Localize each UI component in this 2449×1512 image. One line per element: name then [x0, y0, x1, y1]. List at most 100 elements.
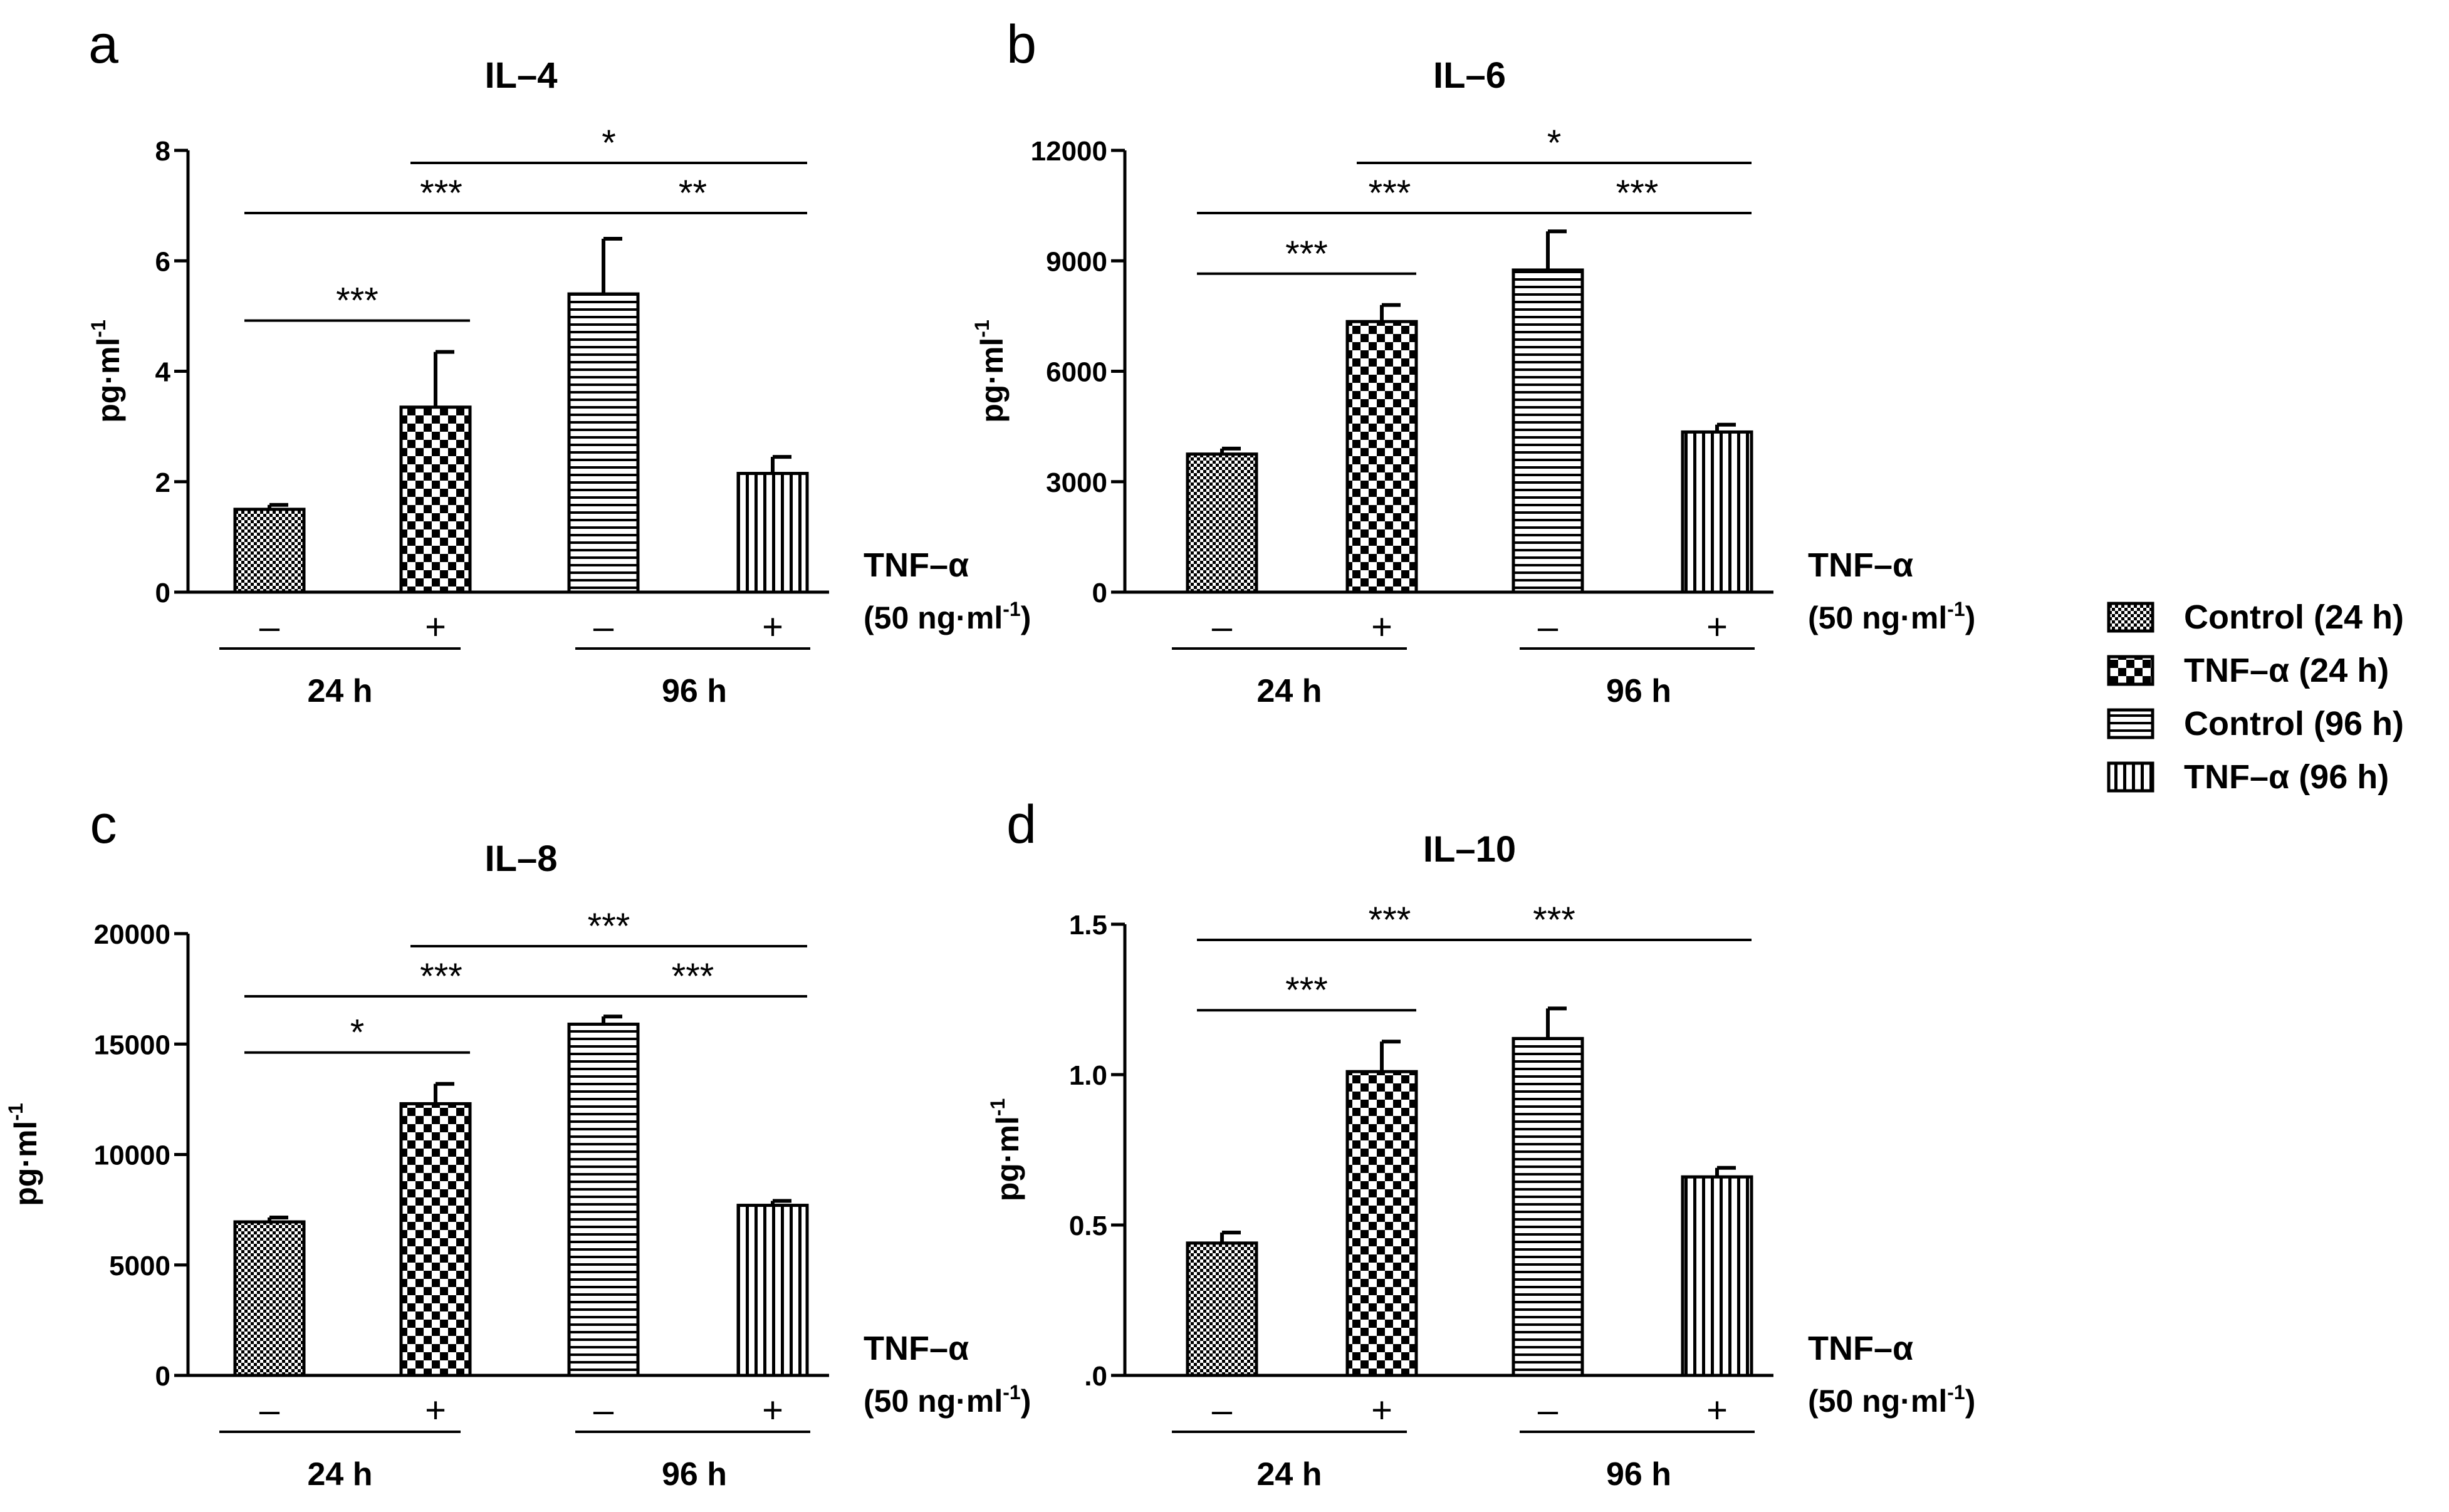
bar-4	[1681, 430, 1753, 594]
minus-sign: –	[1212, 607, 1233, 647]
bar-2	[399, 1102, 472, 1377]
y-tick-label: 12000	[1031, 136, 1107, 167]
legend-swatch-4	[2107, 761, 2154, 793]
bar-2	[1345, 320, 1418, 594]
significance-label: ***	[1285, 970, 1328, 1011]
bar-3	[1512, 268, 1584, 594]
legend-entry-1: Control (24 h)	[2184, 598, 2404, 636]
plus-sign: +	[425, 607, 446, 647]
legend-entry-3: Control (96 h)	[2184, 705, 2404, 743]
plus-sign: +	[1371, 1390, 1392, 1431]
significance-label: *	[350, 1013, 365, 1053]
y-axis-label: pg·ml-1	[87, 320, 126, 423]
chart-title: IL–8	[484, 838, 557, 879]
minus-sign: –	[1538, 607, 1559, 647]
y-tick-label: .0	[1084, 1361, 1107, 1392]
y-tick-label: 5000	[109, 1251, 170, 1281]
treatment-dose: (50 ng·ml-1)	[1808, 1381, 1975, 1419]
minus-sign: –	[259, 1390, 280, 1431]
y-tick-label: 1.5	[1069, 910, 1107, 941]
y-tick-label: 6000	[1046, 357, 1107, 388]
group-label-24h: 24 h	[1256, 673, 1322, 709]
significance-label: **	[679, 173, 707, 214]
panel-letter: a	[88, 14, 118, 75]
group-label-24h: 24 h	[307, 1456, 372, 1493]
bar-4	[736, 1204, 809, 1377]
y-tick-label: 3000	[1046, 467, 1107, 498]
y-axis-label: pg·ml-1	[971, 320, 1010, 423]
panel-d: d IL–10 .0 0.5 1.0 1.5 pg·ml-1 *** *** *** – + – +24 …	[986, 795, 1975, 1493]
treatment-label: TNF–α	[864, 1330, 969, 1367]
bar-4	[1681, 1175, 1753, 1377]
chart-title: IL–10	[1423, 829, 1516, 870]
y-tick-label: 4	[155, 357, 171, 388]
minus-sign: –	[593, 1390, 614, 1431]
significance-label: ***	[1369, 900, 1411, 941]
group-label-96h: 96 h	[662, 673, 727, 709]
legend-swatch-2	[2107, 655, 2154, 686]
significance-label: ***	[420, 173, 462, 214]
y-tick-label: 15000	[94, 1030, 170, 1060]
group-label-24h: 24 h	[1256, 1456, 1322, 1493]
minus-sign: –	[259, 607, 280, 647]
bar-3	[567, 1023, 640, 1377]
bar-3	[567, 292, 640, 594]
y-tick-label: 0	[155, 1361, 170, 1392]
plus-sign: +	[1706, 607, 1728, 647]
treatment-label: TNF–α	[864, 546, 969, 584]
significance-label: ***	[336, 281, 379, 321]
legend-swatch-3	[2107, 708, 2154, 739]
group-label-96h: 96 h	[1606, 1456, 1671, 1493]
y-axis-label: pg·ml-1	[4, 1103, 43, 1206]
minus-sign: –	[1538, 1390, 1559, 1431]
significance-label: *	[602, 123, 616, 164]
chart-title: IL–4	[484, 55, 557, 96]
y-tick-label: 6	[155, 246, 170, 277]
minus-sign: –	[1212, 1390, 1233, 1431]
significance-label: ***	[1533, 900, 1575, 941]
group-label-24h: 24 h	[307, 673, 372, 709]
treatment-label: TNF–α	[1808, 1330, 1913, 1367]
y-tick-label: 0.5	[1069, 1211, 1107, 1241]
bar-2	[1345, 1070, 1418, 1377]
y-tick-label: 10000	[94, 1140, 170, 1171]
y-tick-label: 0	[1092, 578, 1107, 608]
legend-entry-2: TNF–α (24 h)	[2184, 652, 2389, 689]
chart-title: IL–6	[1433, 55, 1506, 96]
plus-sign: +	[425, 1390, 446, 1431]
panel-letter: c	[90, 795, 117, 855]
bar-2	[399, 405, 472, 594]
y-tick-label: 0	[155, 578, 170, 608]
significance-label: ***	[672, 956, 714, 997]
treatment-label: TNF–α	[1808, 546, 1913, 584]
treatment-dose: (50 ng·ml-1)	[864, 1381, 1031, 1419]
group-label-96h: 96 h	[662, 1456, 727, 1493]
y-axis-label: pg·ml-1	[986, 1098, 1025, 1202]
panel-letter: d	[1006, 795, 1037, 855]
group-label-96h: 96 h	[1606, 673, 1671, 709]
legend-entry-4: TNF–α (96 h)	[2184, 758, 2389, 796]
y-tick-label: 9000	[1046, 246, 1107, 277]
plus-sign: +	[1371, 607, 1392, 647]
treatment-dose: (50 ng·ml-1)	[864, 598, 1031, 635]
bar-4	[736, 472, 809, 594]
y-tick-label: 1.0	[1069, 1060, 1107, 1091]
minus-sign: –	[593, 607, 614, 647]
bar-1	[233, 508, 306, 594]
bar-1	[233, 1220, 306, 1377]
plus-sign: +	[762, 1390, 783, 1431]
legend: Control (24 h) TNF–α (24 h) Control (96 h)…	[2107, 598, 2404, 796]
bar-1	[1186, 1241, 1258, 1377]
legend-swatch-1	[2107, 602, 2154, 633]
y-tick-label: 8	[155, 136, 170, 167]
significance-label: ***	[1285, 234, 1328, 274]
significance-label: ***	[1369, 173, 1411, 214]
significance-label: *	[1547, 123, 1562, 164]
significance-label: ***	[1616, 173, 1659, 214]
bar-1	[1186, 452, 1258, 594]
significance-label: ***	[588, 906, 630, 947]
y-tick-label: 20000	[94, 919, 170, 950]
